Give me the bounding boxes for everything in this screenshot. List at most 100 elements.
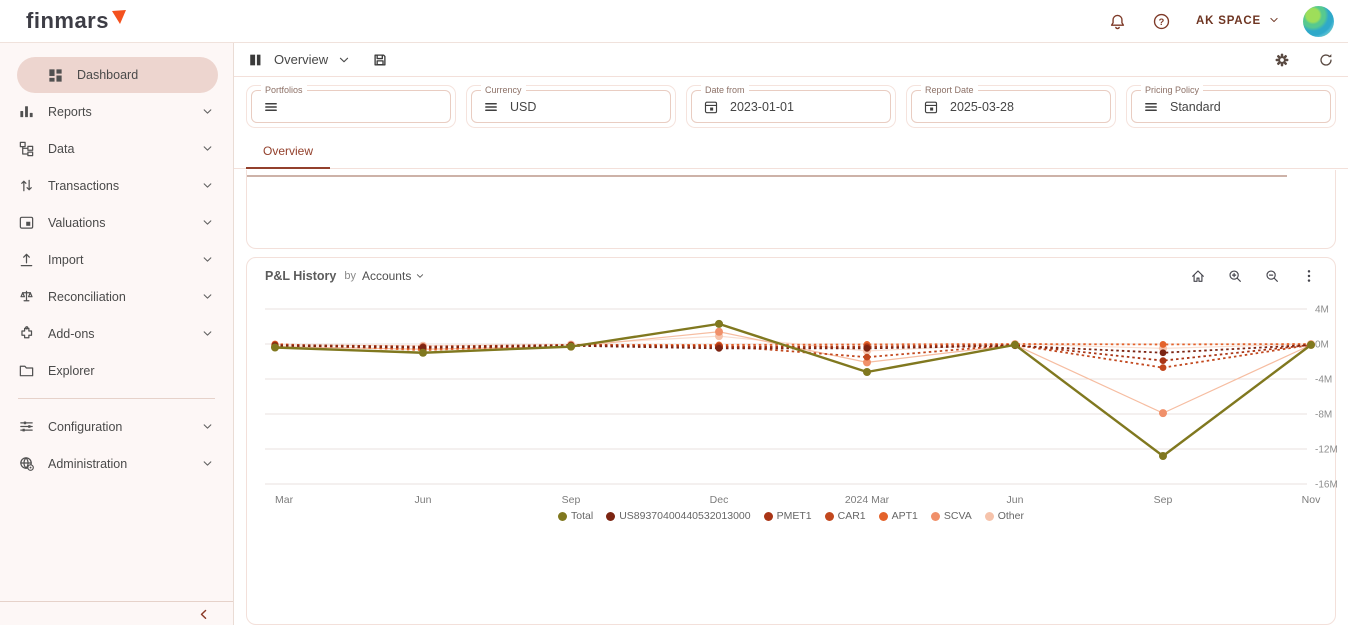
logo-text: finmars bbox=[26, 8, 109, 33]
filter-report-date[interactable]: Report Date 2025-03-28 bbox=[906, 85, 1116, 128]
filter-label: Date from bbox=[701, 85, 749, 95]
filter-label: Pricing Policy bbox=[1141, 85, 1204, 95]
svg-text:-8M: -8M bbox=[1315, 410, 1332, 421]
sidebar-item-label: Dashboard bbox=[77, 68, 139, 82]
svg-text:Jun: Jun bbox=[415, 494, 432, 506]
workspace-label: AK SPACE bbox=[1196, 15, 1261, 27]
logo-flag-icon bbox=[111, 10, 126, 24]
svg-text:-4M: -4M bbox=[1315, 375, 1332, 386]
notifications-button[interactable] bbox=[1100, 4, 1134, 38]
help-button[interactable]: ? bbox=[1144, 4, 1178, 38]
legend-dot bbox=[930, 511, 940, 521]
sidebar-item-label: Data bbox=[48, 141, 75, 156]
svg-text:4M: 4M bbox=[1315, 305, 1329, 316]
finmars-logo: finmars bbox=[26, 10, 127, 32]
sidebar-divider bbox=[18, 398, 215, 399]
filter-value: USD bbox=[510, 99, 537, 114]
filter-portfolios[interactable]: Portfolios bbox=[246, 85, 456, 128]
chevron-down-icon bbox=[203, 257, 212, 262]
legend-label: APT1 bbox=[891, 510, 918, 522]
filter-date-from[interactable]: Date from 2023-01-01 bbox=[686, 85, 896, 128]
svg-text:?: ? bbox=[1158, 16, 1164, 26]
legend-dot bbox=[984, 511, 994, 521]
app-header: finmars ? AK SPACE bbox=[0, 0, 1348, 43]
filter-value: Standard bbox=[1170, 99, 1221, 114]
sidebar-item-dashboard[interactable]: Dashboard bbox=[17, 57, 218, 93]
chevron-down-icon bbox=[417, 274, 424, 278]
legend-item-total[interactable]: Total bbox=[558, 510, 593, 522]
legend-item-apt1[interactable]: APT1 bbox=[878, 510, 918, 522]
legend-dot bbox=[606, 511, 616, 521]
svg-text:-16M: -16M bbox=[1315, 480, 1338, 491]
transactions-icon bbox=[21, 179, 32, 192]
sidebar-item-label: Administration bbox=[48, 456, 128, 471]
sidebar-item-administration[interactable]: Administration bbox=[0, 445, 233, 482]
explorer-icon bbox=[19, 365, 34, 377]
legend-dot bbox=[878, 511, 888, 521]
sidebar-collapse-button[interactable] bbox=[197, 607, 211, 621]
sidebar-item-add-ons[interactable]: Add-ons bbox=[0, 315, 233, 352]
settings-button[interactable] bbox=[1274, 52, 1290, 68]
save-layout-button[interactable] bbox=[372, 52, 388, 68]
home-icon bbox=[1192, 270, 1204, 282]
svg-text:2024 Mar: 2024 Mar bbox=[845, 494, 890, 506]
legend-dot bbox=[558, 511, 568, 521]
legend-item-scva[interactable]: SCVA bbox=[930, 510, 972, 522]
chart-menu-button[interactable] bbox=[1301, 268, 1317, 284]
workspace-selector[interactable]: AK SPACE bbox=[1188, 13, 1289, 30]
sidebar-item-data[interactable]: Data bbox=[0, 130, 233, 167]
layout-selector[interactable]: Overview bbox=[274, 52, 329, 67]
pnl-history-chart: 4M 0M -4M -8M -12M -16M Mar Jun Sep Dec 2024 Mar Ju… bbox=[265, 305, 1338, 506]
filter-label: Portfolios bbox=[261, 85, 307, 95]
gear-icon bbox=[1275, 53, 1289, 66]
tab-overview[interactable]: Overview bbox=[246, 134, 331, 169]
valuations-icon bbox=[19, 216, 34, 229]
configuration-icon bbox=[20, 421, 33, 432]
calendar-icon bbox=[924, 101, 938, 113]
sidebar-nav: Dashboard Reports Data Transactions Valuatio… bbox=[0, 57, 233, 389]
filter-pricing-policy[interactable]: Pricing Policy Standard bbox=[1126, 85, 1336, 128]
legend-dot bbox=[763, 511, 773, 521]
svg-text:Sep: Sep bbox=[562, 494, 581, 506]
chevron-down-icon bbox=[203, 331, 212, 336]
tabs-row: Overview bbox=[234, 134, 1348, 169]
sidebar-item-label: Configuration bbox=[48, 419, 123, 434]
sidebar-item-import[interactable]: Import bbox=[0, 241, 233, 278]
sidebar-item-reconciliation[interactable]: Reconciliation bbox=[0, 278, 233, 315]
sidebar-item-reports[interactable]: Reports bbox=[0, 93, 233, 130]
sidebar-item-transactions[interactable]: Transactions bbox=[0, 167, 233, 204]
sidebar-item-valuations[interactable]: Valuations bbox=[0, 204, 233, 241]
filter-currency[interactable]: Currency USD bbox=[466, 85, 676, 128]
chart-zoom-out-button[interactable] bbox=[1264, 268, 1280, 284]
columns-icon bbox=[250, 54, 261, 65]
sidebar-item-explorer[interactable]: Explorer bbox=[0, 352, 233, 389]
group-by-selector[interactable]: Accounts bbox=[362, 269, 426, 283]
user-avatar[interactable] bbox=[1303, 5, 1334, 37]
sidebar-item-configuration[interactable]: Configuration bbox=[0, 408, 233, 445]
sidebar-item-label: Reconciliation bbox=[48, 289, 126, 304]
legend-item-car1[interactable]: CAR1 bbox=[824, 510, 866, 522]
legend-item-other[interactable]: Other bbox=[984, 510, 1024, 522]
menu-icon bbox=[265, 102, 277, 111]
chevron-down-icon bbox=[203, 424, 212, 429]
reconciliation-icon bbox=[20, 290, 33, 302]
chart-legend: Total US89370400440532013000 PMET1 CAR1 APT1… bbox=[255, 510, 1327, 522]
sidebar-item-label: Reports bbox=[48, 104, 92, 119]
import-icon bbox=[20, 253, 33, 267]
legend-item-pmet1[interactable]: PMET1 bbox=[763, 510, 812, 522]
chevron-down-icon bbox=[203, 220, 212, 225]
sidebar-item-label: Valuations bbox=[48, 215, 106, 230]
chart-zoom-in-button[interactable] bbox=[1227, 268, 1243, 284]
chart-by-label: by bbox=[344, 270, 356, 282]
data-icon bbox=[19, 141, 34, 157]
legend-label: US89370400440532013000 bbox=[619, 510, 751, 522]
chevron-down-icon bbox=[340, 57, 349, 62]
legend-item-us89370400440532013000[interactable]: US89370400440532013000 bbox=[606, 510, 751, 522]
chart-home-button[interactable] bbox=[1190, 268, 1206, 284]
svg-text:Sep: Sep bbox=[1154, 494, 1173, 506]
sidebar-footer-nav: Configuration Administration bbox=[0, 408, 233, 482]
chevron-down-icon bbox=[203, 461, 212, 466]
legend-label: SCVA bbox=[943, 510, 972, 522]
refresh-button[interactable] bbox=[1318, 52, 1334, 68]
horizontal-scrollbar[interactable] bbox=[247, 175, 1287, 177]
